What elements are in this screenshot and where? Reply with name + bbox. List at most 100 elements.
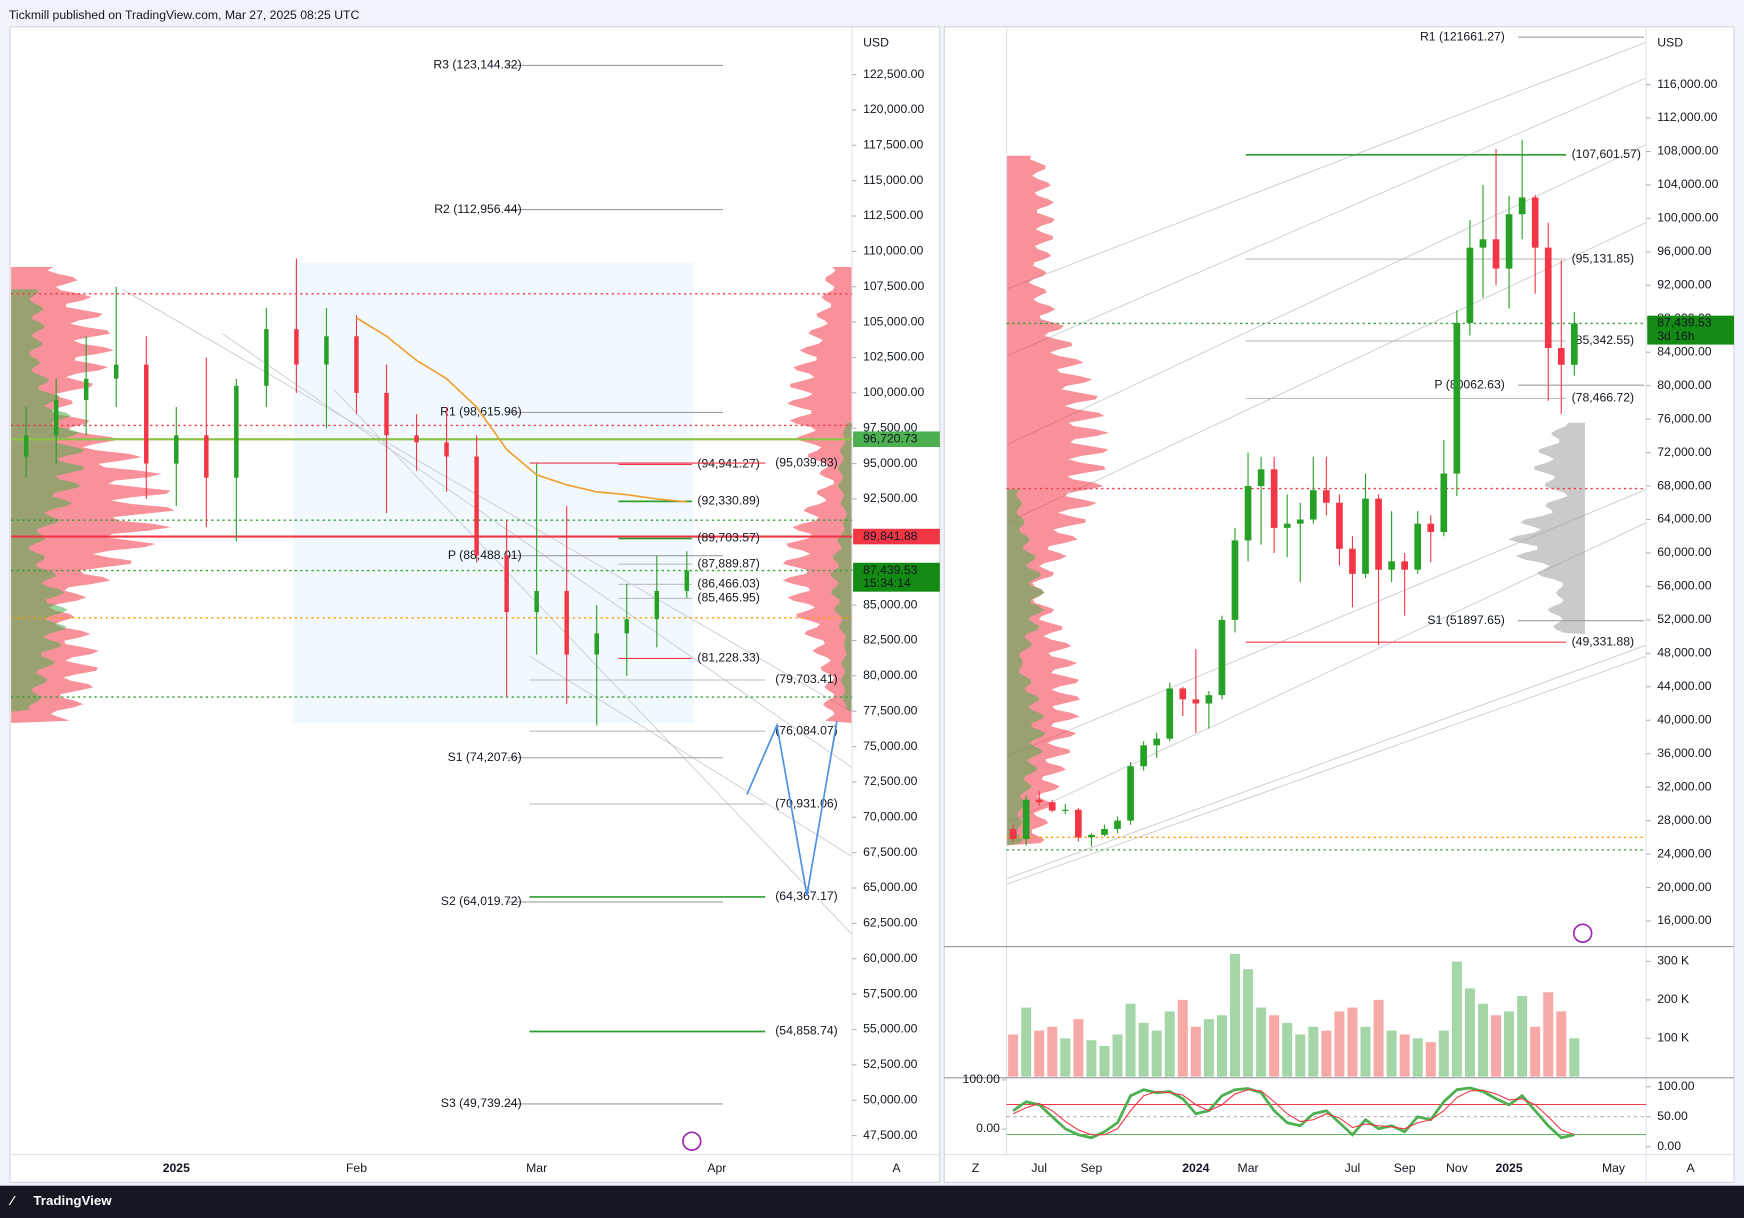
candle-body bbox=[1362, 498, 1369, 574]
trend-lines bbox=[122, 41, 1647, 935]
y-tick-label: 60,000.00 bbox=[863, 951, 918, 965]
y-tick-label: 102,500.00 bbox=[863, 350, 924, 364]
volume-bar bbox=[1099, 1045, 1110, 1077]
candle-body bbox=[1088, 834, 1095, 838]
oscillator-left-tick-label: 100.00 bbox=[963, 1072, 1001, 1086]
candle-body bbox=[534, 590, 539, 613]
volume-bar bbox=[1295, 1034, 1306, 1077]
price-badge-label: 89,841.88 bbox=[863, 529, 918, 543]
volume-bar bbox=[1047, 1026, 1058, 1077]
candle-body bbox=[1309, 490, 1317, 520]
y-tick-label: 64,000.00 bbox=[1657, 512, 1712, 526]
x-tick-label: Feb bbox=[346, 1161, 367, 1175]
volume-bar bbox=[1399, 1034, 1410, 1077]
candle-body bbox=[504, 555, 509, 613]
event-icon[interactable] bbox=[682, 1131, 702, 1151]
y-tick-label: 65,000.00 bbox=[863, 880, 918, 894]
y-tick-label: 55,000.00 bbox=[863, 1022, 918, 1036]
plots: 47,500.00 50,000.00 52,500.00 55,000.00 57,5… bbox=[11, 29, 1734, 1175]
y-tick-label: 72,000.00 bbox=[1657, 445, 1712, 459]
candle-body bbox=[1479, 239, 1487, 248]
y-tick-label: 36,000.00 bbox=[1657, 746, 1712, 760]
volume-bar bbox=[1125, 1003, 1136, 1077]
volume-bar bbox=[1243, 969, 1254, 1077]
volume-tick-label: 200 K bbox=[1657, 992, 1690, 1006]
volume-bar bbox=[1321, 1030, 1332, 1077]
price-badge bbox=[853, 431, 940, 448]
y-tick-label: 85,000.00 bbox=[863, 597, 918, 611]
volume-bar bbox=[1073, 1019, 1084, 1077]
candle-body bbox=[1505, 214, 1513, 269]
price-badge bbox=[1647, 315, 1734, 345]
candle-body bbox=[1140, 745, 1147, 767]
volume-bar bbox=[1451, 961, 1462, 1077]
volume-bar bbox=[1164, 1011, 1175, 1077]
candle-body bbox=[1075, 809, 1082, 838]
y-tick-label: 52,500.00 bbox=[863, 1057, 918, 1071]
auto-scale-button[interactable]: A bbox=[1687, 1161, 1696, 1175]
volume-bar bbox=[1464, 988, 1475, 1077]
y-tick-label: 44,000.00 bbox=[1657, 679, 1712, 693]
volume-bar bbox=[1229, 953, 1240, 1077]
x-tick-label: Sep bbox=[1081, 1161, 1103, 1175]
candle-body bbox=[174, 435, 179, 464]
y-tick-label: 24,000.00 bbox=[1657, 846, 1712, 860]
volume-bar bbox=[1556, 1011, 1567, 1077]
volume-bar bbox=[1216, 1015, 1227, 1077]
level-label: (85,465.95) bbox=[697, 591, 760, 605]
auto-scale-button[interactable]: A bbox=[892, 1161, 901, 1175]
x-tick-label: Apr bbox=[707, 1161, 726, 1175]
y-tick-label: 52,000.00 bbox=[1657, 612, 1712, 626]
level-label: (85,342.55) bbox=[1572, 333, 1635, 347]
volume-bar bbox=[1504, 1011, 1515, 1077]
candle-body bbox=[1388, 561, 1395, 570]
candle-body bbox=[1466, 247, 1474, 323]
volume-bar bbox=[1138, 1022, 1149, 1077]
footer bbox=[0, 1185, 1744, 1218]
candle-body bbox=[474, 456, 479, 556]
projection-path bbox=[746, 720, 838, 896]
candle-body bbox=[444, 442, 449, 457]
candle-body bbox=[594, 633, 599, 655]
y-tick-label: 60,000.00 bbox=[1657, 545, 1712, 559]
candle-body bbox=[204, 435, 209, 478]
profile-shape bbox=[11, 289, 85, 712]
x-tick-label: Sep bbox=[1394, 1161, 1416, 1175]
y-tick-label: 122,500.00 bbox=[863, 67, 924, 81]
price-badge-label: 87,439.53 bbox=[863, 563, 918, 577]
candle-body bbox=[1323, 490, 1330, 503]
y-tick-label: 104,000.00 bbox=[1657, 177, 1718, 191]
oscillator-tick-label: 100.00 bbox=[1657, 1079, 1695, 1093]
y-tick-label: 68,000.00 bbox=[1657, 478, 1712, 492]
level-label: S1 (74,207.6) bbox=[448, 750, 522, 764]
volume-bar bbox=[1347, 1007, 1358, 1077]
y-tick-label: 77,500.00 bbox=[863, 703, 918, 717]
volume-bar bbox=[1256, 1007, 1267, 1077]
volume-bar bbox=[1530, 1026, 1541, 1077]
candle-body bbox=[624, 619, 629, 634]
level-label: (78,466.72) bbox=[1572, 391, 1635, 405]
volume-bar bbox=[1334, 1011, 1345, 1077]
price-badge-sub: 3d 16h bbox=[1657, 329, 1694, 343]
y-tick-label: 100,000.00 bbox=[1657, 211, 1718, 225]
y-tick-label: 56,000.00 bbox=[1657, 579, 1712, 593]
profile-shape bbox=[1508, 422, 1585, 635]
volume-bar bbox=[1151, 1030, 1162, 1077]
level-label: P (88,488.01) bbox=[448, 548, 522, 562]
candle-body bbox=[1101, 828, 1108, 835]
zoom-button[interactable]: Z bbox=[972, 1161, 980, 1175]
y-tick-label: 72,500.00 bbox=[863, 774, 918, 788]
level-label: (95,039.83) bbox=[775, 455, 838, 469]
level-label: (49,331.88) bbox=[1572, 634, 1635, 648]
profile-shape bbox=[1006, 489, 1046, 846]
y-tick-label: 107,500.00 bbox=[863, 279, 924, 293]
volume-bar bbox=[1112, 1034, 1123, 1077]
candle-body bbox=[1375, 498, 1382, 570]
candle-body bbox=[144, 364, 149, 464]
currency-label: USD bbox=[863, 36, 889, 50]
y-tick-label: 20,000.00 bbox=[1657, 880, 1712, 894]
level-label: R2 (112,956.44) bbox=[434, 202, 521, 216]
y-tick-label: 47,500.00 bbox=[863, 1128, 918, 1142]
event-icon[interactable] bbox=[1572, 923, 1593, 943]
candle-body bbox=[264, 329, 269, 386]
